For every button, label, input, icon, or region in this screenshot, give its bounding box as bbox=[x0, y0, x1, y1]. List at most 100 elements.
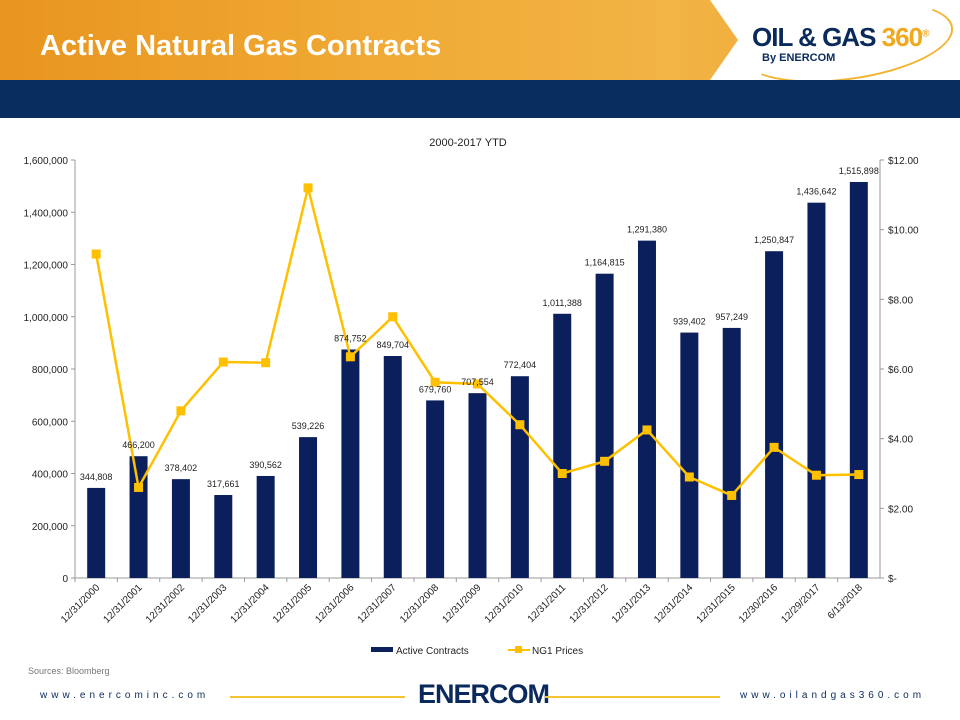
bar-data-label: 378,402 bbox=[165, 463, 198, 473]
legend-swatch-active-contracts bbox=[371, 647, 393, 652]
ng1-price-marker bbox=[769, 442, 779, 452]
oilandgas360-logo: OIL & GAS 360® bbox=[752, 22, 930, 52]
bar-data-label: 679,760 bbox=[419, 384, 452, 394]
left-tick-label: 800,000 bbox=[32, 365, 69, 376]
logo-subtitle: By ENERCOM bbox=[762, 52, 836, 64]
left-tick-label: 200,000 bbox=[32, 522, 69, 533]
right-tick-label: $2.00 bbox=[888, 504, 913, 515]
x-tick-label: 12/31/2013 bbox=[610, 582, 653, 625]
bar-data-label: 1,250,847 bbox=[754, 235, 794, 245]
ng1-price-marker bbox=[642, 425, 652, 435]
bar-active-contracts bbox=[553, 313, 572, 578]
legend: Active Contracts NG1 Prices bbox=[371, 646, 583, 657]
left-tick-label: 400,000 bbox=[32, 470, 69, 481]
chart-title: 2000-2017 YTD bbox=[429, 137, 507, 149]
bar-active-contracts bbox=[256, 475, 275, 578]
bar-data-label: 317,661 bbox=[207, 479, 240, 489]
header-band bbox=[0, 80, 960, 118]
footer-divider-right bbox=[545, 696, 720, 698]
ng1-price-marker bbox=[345, 352, 355, 362]
left-tick-label: 1,600,000 bbox=[24, 156, 69, 167]
right-tick-label: $8.00 bbox=[888, 295, 913, 306]
left-tick-label: 1,400,000 bbox=[24, 208, 69, 219]
page-title: Active Natural Gas Contracts bbox=[40, 30, 442, 62]
x-tick-label: 6/13/2018 bbox=[826, 582, 866, 622]
ng1-price-marker bbox=[727, 490, 737, 500]
bar-data-label: 707,554 bbox=[461, 377, 494, 387]
left-tick-label: 0 bbox=[62, 574, 68, 585]
bar-data-label: 1,436,642 bbox=[796, 187, 836, 197]
bar-data-label: 344,808 bbox=[80, 472, 113, 482]
x-tick-label: 12/31/2011 bbox=[526, 582, 569, 625]
ng1-price-marker bbox=[261, 358, 271, 368]
bar-active-contracts bbox=[468, 393, 487, 578]
ng1-price-marker bbox=[303, 183, 313, 193]
x-tick-label: 12/31/2014 bbox=[652, 582, 695, 625]
ng1-price-marker bbox=[134, 482, 144, 492]
right-tick-label: $- bbox=[888, 574, 897, 585]
right-tick-label: $10.00 bbox=[888, 226, 919, 237]
x-tick-label: 12/31/2002 bbox=[144, 582, 187, 625]
legend-label-ng1-prices: NG1 Prices bbox=[532, 646, 583, 657]
ng1-price-marker bbox=[430, 377, 440, 387]
bar-data-label: 390,562 bbox=[249, 460, 282, 470]
bar-active-contracts bbox=[341, 349, 360, 578]
x-tick-label: 12/30/2016 bbox=[737, 582, 780, 625]
right-tick-label: $4.00 bbox=[888, 435, 913, 446]
x-tick-label: 12/31/2012 bbox=[568, 582, 611, 625]
footer-link-enercominc[interactable]: www.enercominc.com bbox=[40, 690, 210, 701]
bar-active-contracts bbox=[87, 487, 106, 578]
legend-swatch-ng1-marker bbox=[515, 646, 522, 653]
bar-data-label: 772,404 bbox=[504, 360, 537, 370]
ng1-price-marker bbox=[811, 470, 821, 480]
x-tick-label: 12/31/2008 bbox=[398, 582, 441, 625]
footer-link-oilandgas360[interactable]: www.oilandgas360.com bbox=[740, 690, 926, 701]
footer-divider-left bbox=[230, 696, 405, 698]
ng1-price-marker bbox=[473, 379, 482, 389]
x-tick-label: 12/31/2005 bbox=[271, 582, 314, 625]
ng1-price-marker bbox=[388, 312, 398, 322]
bar-data-label: 849,704 bbox=[376, 340, 409, 350]
bar-data-label: 939,402 bbox=[673, 317, 706, 327]
bar-active-contracts bbox=[637, 240, 656, 579]
ng1-price-marker bbox=[557, 469, 567, 478]
x-tick-label: 12/31/2006 bbox=[313, 582, 356, 625]
ng1-price-marker bbox=[515, 420, 525, 430]
bar-data-label: 1,011,388 bbox=[543, 298, 582, 308]
x-tick-label: 12/31/2010 bbox=[483, 582, 526, 625]
x-tick-label: 12/31/2000 bbox=[59, 582, 102, 625]
bar-data-label: 1,291,380 bbox=[627, 225, 667, 235]
left-tick-label: 600,000 bbox=[32, 417, 69, 428]
x-tick-label: 12/31/2003 bbox=[186, 582, 229, 625]
logo-panel bbox=[710, 0, 960, 80]
bar-active-contracts bbox=[299, 437, 318, 578]
x-tick-label: 12/31/2004 bbox=[229, 582, 272, 625]
bar-active-contracts bbox=[171, 479, 190, 578]
x-tick-label: 12/31/2015 bbox=[695, 582, 738, 625]
bar-data-label: 874,752 bbox=[334, 333, 367, 343]
bar-active-contracts bbox=[214, 495, 233, 578]
enercom-logo: ENERCOM bbox=[418, 679, 550, 709]
right-tick-label: $6.00 bbox=[888, 365, 913, 376]
source-note: Sources: Bloomberg bbox=[28, 666, 110, 676]
x-tick-label: 12/31/2001 bbox=[101, 582, 144, 625]
ng1-price-marker bbox=[600, 456, 610, 466]
right-tick-label: $12.00 bbox=[888, 156, 919, 167]
ng1-price-marker bbox=[854, 470, 864, 480]
bar-active-contracts bbox=[722, 327, 741, 578]
bar-active-contracts bbox=[849, 181, 868, 578]
legend-label-active-contracts: Active Contracts bbox=[396, 646, 469, 657]
bar-active-contracts bbox=[383, 356, 402, 578]
bar-data-label: 1,515,898 bbox=[839, 166, 879, 176]
left-tick-label: 1,200,000 bbox=[24, 261, 69, 272]
bar-data-label: 1,164,815 bbox=[585, 258, 625, 268]
x-tick-label: 12/31/2009 bbox=[440, 582, 483, 625]
ng1-price-marker bbox=[218, 357, 228, 367]
bar-data-label: 957,249 bbox=[715, 312, 748, 322]
bar-active-contracts bbox=[807, 202, 826, 578]
bar-active-contracts bbox=[510, 376, 529, 578]
ng1-price-marker bbox=[684, 472, 694, 482]
bar-active-contracts bbox=[765, 251, 784, 578]
bar-active-contracts bbox=[426, 400, 445, 578]
